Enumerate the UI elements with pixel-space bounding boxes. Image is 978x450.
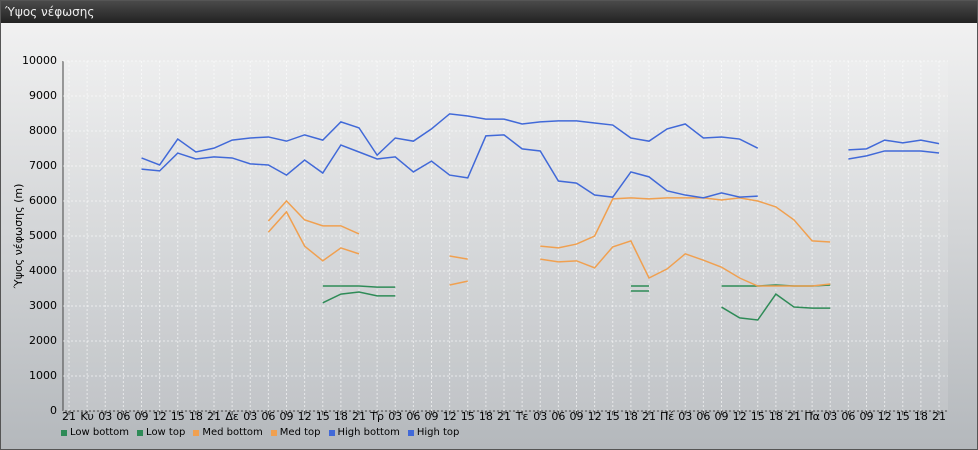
x-tick-label: 21	[62, 410, 76, 423]
y-tick-label: 0	[50, 404, 57, 417]
legend-item[interactable]: Med bottom	[193, 427, 263, 438]
x-tick-label: 21	[932, 410, 946, 423]
x-tick-label: 21	[497, 410, 511, 423]
x-tick-label: 09	[570, 410, 584, 423]
legend-swatch	[270, 429, 277, 436]
x-tick-label: 12	[443, 410, 457, 423]
legend-label: High top	[416, 427, 460, 438]
x-tick-label: Τε	[515, 410, 529, 423]
x-tick-label: Δε	[225, 410, 239, 423]
x-tick-label: 18	[769, 410, 783, 423]
legend-label: High bottom	[337, 427, 400, 438]
x-tick-label: 12	[878, 410, 892, 423]
x-tick-label: 21	[352, 410, 366, 423]
legend-label: Low bottom	[70, 427, 130, 438]
x-tick-label: 12	[153, 410, 167, 423]
x-tick-label: 09	[135, 410, 149, 423]
x-tick-label: Πέ	[660, 410, 674, 423]
y-tick-label: 1000	[29, 369, 57, 382]
y-axis-label: Ύψος νέφωσης (m)	[12, 184, 25, 290]
x-tick-label: 15	[171, 410, 185, 423]
series-line	[322, 290, 831, 321]
x-tick-label: 18	[624, 410, 638, 423]
y-tick-label: 5000	[29, 229, 57, 242]
x-tick-label: 06	[261, 410, 275, 423]
x-tick-label: 18	[914, 410, 928, 423]
x-tick-label: 15	[751, 410, 765, 423]
y-tick-label: 2000	[29, 334, 57, 347]
x-tick-label: 09	[425, 410, 439, 423]
x-tick-label: 18	[189, 410, 203, 423]
x-tick-label: 03	[823, 410, 837, 423]
series-line	[267, 210, 831, 287]
x-tick-label: Κυ	[80, 410, 94, 423]
x-tick-label: 03	[388, 410, 402, 423]
x-tick-label: Τρ	[369, 410, 384, 423]
x-tick-label: Πα	[804, 410, 820, 423]
x-tick-label: 09	[860, 410, 874, 423]
y-tick-label: 4000	[29, 264, 57, 277]
x-tick-label: 06	[406, 410, 420, 423]
x-tick-label: 06	[116, 410, 130, 423]
legend-item[interactable]: Med top	[270, 427, 321, 438]
legend-swatch	[407, 429, 414, 436]
x-tick-label: 15	[461, 410, 475, 423]
x-tick-label: 15	[896, 410, 910, 423]
legend-swatch	[193, 429, 200, 436]
legend-item[interactable]: High bottom	[328, 427, 400, 438]
x-tick-label: 06	[696, 410, 710, 423]
x-tick-label: 18	[334, 410, 348, 423]
x-tick-label: 12	[733, 410, 747, 423]
x-tick-label: 21	[642, 410, 656, 423]
y-tick-label: 6000	[29, 194, 57, 207]
x-tick-label: 06	[841, 410, 855, 423]
series-line	[141, 134, 940, 199]
x-tick-label: 03	[98, 410, 112, 423]
x-tick-label: 15	[606, 410, 620, 423]
legend: Low bottom Low top Med bottom Med top High b…	[61, 427, 459, 438]
legend-swatch	[137, 429, 144, 436]
legend-swatch	[61, 429, 67, 436]
y-tick-label: 8000	[29, 124, 57, 137]
legend-label: Med bottom	[202, 427, 263, 438]
x-tick-label: 21	[207, 410, 221, 423]
chart-title: Ύψος νέφωσης	[1, 1, 977, 23]
y-tick-label: 9000	[29, 89, 57, 102]
series-line	[267, 197, 831, 260]
x-tick-label: 09	[280, 410, 294, 423]
y-tick-label: 3000	[29, 299, 57, 312]
x-tick-label: 03	[533, 410, 547, 423]
y-tick-label: 7000	[29, 159, 57, 172]
legend-item[interactable]: Low bottom	[61, 427, 129, 438]
x-tick-label: 03	[678, 410, 692, 423]
x-tick-label: 15	[316, 410, 330, 423]
series-line	[141, 113, 940, 166]
x-tick-label: 03	[243, 410, 257, 423]
legend-label: Low top	[146, 427, 186, 438]
legend-item[interactable]: High top	[407, 427, 460, 438]
x-tick-label: 09	[715, 410, 729, 423]
legend-label: Med top	[279, 427, 321, 438]
legend-item[interactable]: Low top	[137, 427, 185, 438]
x-tick-label: 06	[551, 410, 565, 423]
x-tick-label: 21	[787, 410, 801, 423]
x-tick-label: 12	[298, 410, 312, 423]
y-tick-label: 10000	[22, 54, 57, 67]
x-tick-label: 18	[479, 410, 493, 423]
x-tick-label: 12	[588, 410, 602, 423]
legend-swatch	[328, 429, 335, 436]
